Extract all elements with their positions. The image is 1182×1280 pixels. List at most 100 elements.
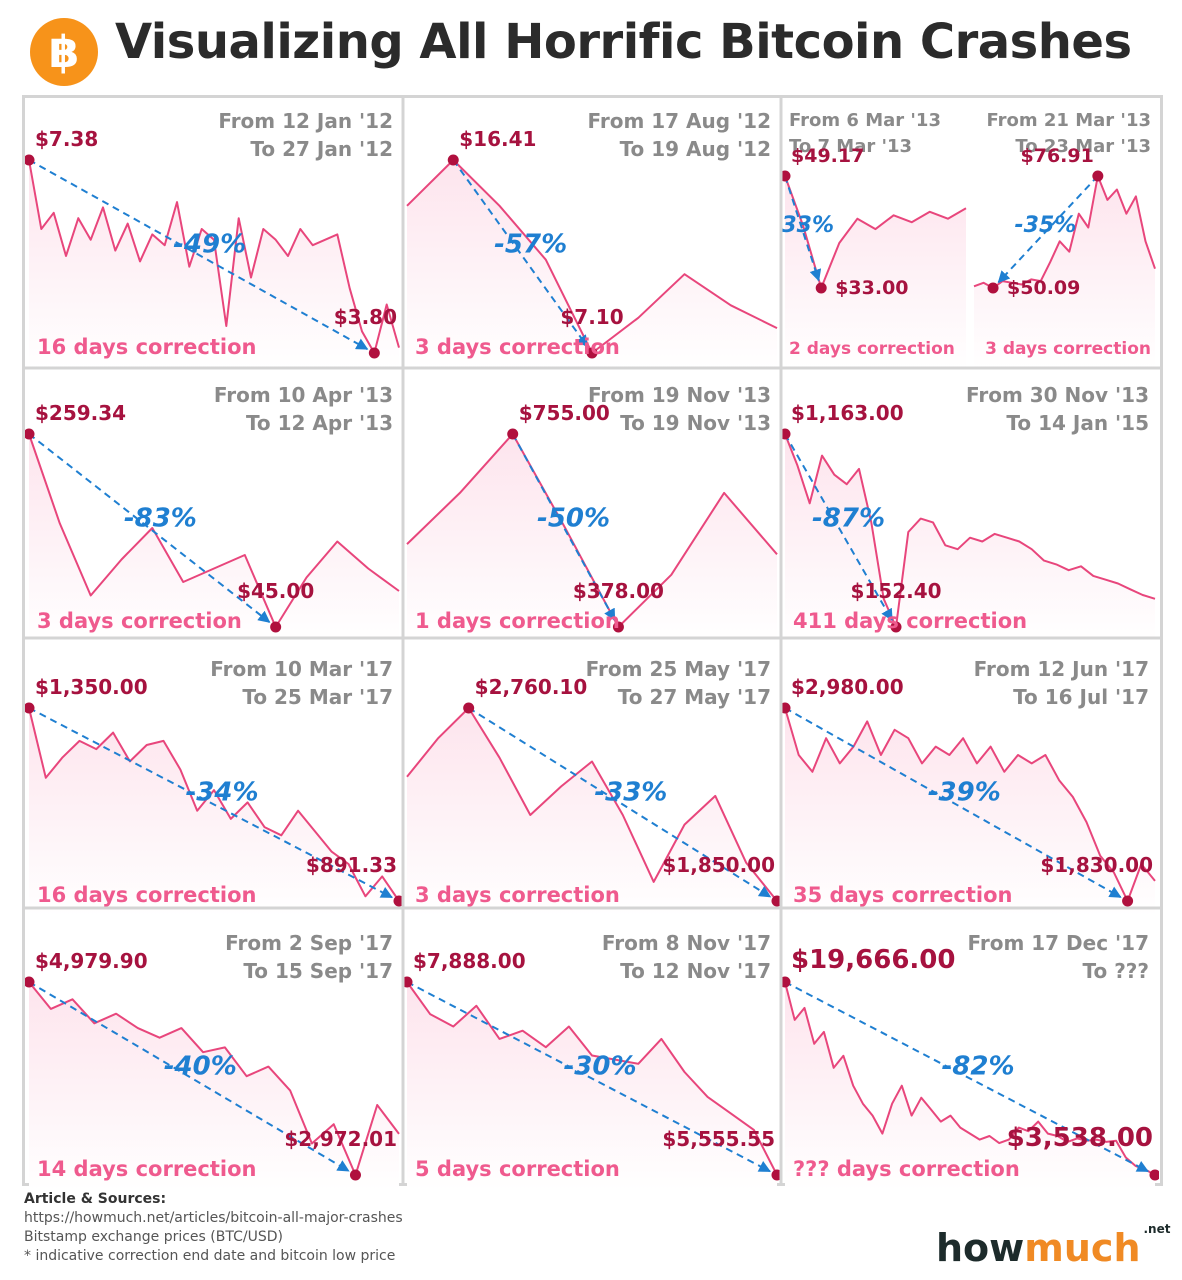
correction-duration: 16 days correction xyxy=(37,883,257,907)
peak-dot xyxy=(23,702,35,714)
howmuch-logo[interactable]: howmuch .net xyxy=(936,1222,1170,1270)
percent-change: -30% xyxy=(563,1052,636,1082)
date-to: To 7 Mar '13 xyxy=(789,136,912,157)
date-from: From 6 Mar '13 xyxy=(789,110,941,131)
low-price: $2,972.01 xyxy=(284,1127,397,1151)
crash-arrow xyxy=(406,981,771,1173)
percent-change: -33% xyxy=(594,778,667,808)
price-area xyxy=(407,708,777,916)
date-to: To ??? xyxy=(1083,959,1150,983)
date-from: From 21 Mar '13 xyxy=(987,110,1152,131)
date-from: From 10 Mar '17 xyxy=(210,657,393,681)
crash-chart-8: From 10 Mar '17 To 25 Mar '17 $1,350.00 $89… xyxy=(23,657,405,916)
peak-dot xyxy=(23,976,35,988)
crash-chart-10: From 12 Jun '17 To 16 Jul '17 $2,980.00 $1,… xyxy=(779,657,1156,916)
price-line xyxy=(784,433,1156,628)
price-line xyxy=(406,433,778,628)
correction-duration: 3 days correction xyxy=(37,609,242,633)
price-area xyxy=(974,176,1155,368)
peak-price: $49.17 xyxy=(791,145,864,167)
low-dot xyxy=(1149,1169,1161,1181)
date-to: To 14 Jan '15 xyxy=(1006,411,1149,435)
date-to: To 16 Jul '17 xyxy=(1013,685,1149,709)
peak-dot xyxy=(463,702,475,714)
peak-dot xyxy=(1092,170,1104,182)
crash-arrow xyxy=(452,159,589,348)
peak-price: $7,888.00 xyxy=(413,949,526,973)
peak-price: $19,666.00 xyxy=(791,945,955,975)
date-from: From 12 Jun '17 xyxy=(974,657,1149,681)
low-price: $7.10 xyxy=(560,305,623,329)
price-line xyxy=(406,981,778,1176)
peak-price: $2,980.00 xyxy=(791,675,904,699)
crash-arrow xyxy=(784,981,1149,1173)
date-to: To 27 Jan '12 xyxy=(250,137,393,161)
crash-chart-5: From 10 Apr '13 To 12 Apr '13 $259.34 $45.0… xyxy=(23,383,400,642)
correction-duration: 3 days correction xyxy=(985,339,1151,359)
crash-chart-4: From 21 Mar '13 To 23 Mar '13$76.91 $50.09… xyxy=(973,110,1156,368)
percent-change: -83% xyxy=(124,504,197,534)
low-price: $45.00 xyxy=(237,579,314,603)
crash-arrow xyxy=(997,175,1099,284)
date-from: From 19 Nov '13 xyxy=(588,383,771,407)
crash-chart-6: From 19 Nov '13 To 19 Nov '13 $755.00 $378.… xyxy=(406,383,778,642)
peak-price: $755.00 xyxy=(519,401,610,425)
date-to: To 27 May '17 xyxy=(618,685,771,709)
grid-lines xyxy=(25,98,1160,1183)
price-line xyxy=(784,981,1156,1176)
low-price: $33.00 xyxy=(835,277,908,299)
percent-change: -35% xyxy=(1015,213,1077,238)
price-line xyxy=(28,707,400,902)
source-note: * indicative correction end date and bit… xyxy=(24,1248,396,1264)
brand-part1: how xyxy=(936,1226,1025,1270)
price-area xyxy=(785,176,966,368)
correction-duration: 5 days correction xyxy=(415,1157,620,1181)
header: ฿ Visualizing All Horrific Bitcoin Crash… xyxy=(0,0,1182,95)
peak-price: $16.41 xyxy=(459,127,536,151)
low-price: $891.33 xyxy=(306,853,397,877)
brand-suffix: .net xyxy=(1143,1222,1171,1237)
date-from: From 2 Sep '17 xyxy=(225,931,393,955)
sources: Article & Sources: https://howmuch.net/a… xyxy=(24,1190,403,1266)
low-dot xyxy=(987,282,999,294)
correction-duration: 16 days correction xyxy=(37,335,257,359)
percent-change: -34% xyxy=(185,778,258,808)
low-price: $50.09 xyxy=(1007,277,1080,299)
peak-price: $1,350.00 xyxy=(35,675,148,699)
percent-change: -50% xyxy=(537,504,610,534)
crash-chart-11: From 2 Sep '17 To 15 Sep '17 $4,979.90 $2,9… xyxy=(23,931,400,1190)
correction-duration: 2 days correction xyxy=(789,339,955,359)
correction-duration: 3 days correction xyxy=(415,335,620,359)
source-url[interactable]: https://howmuch.net/articles/bitcoin-all… xyxy=(24,1210,403,1226)
crash-chart-2: From 17 Aug '12 To 19 Aug '12 $16.41 $7.10 -… xyxy=(406,109,778,368)
price-area xyxy=(29,708,399,916)
percent-change: -87% xyxy=(812,504,885,534)
price-line xyxy=(28,159,400,354)
low-dot xyxy=(586,347,598,359)
low-price: $3,538.00 xyxy=(1007,1123,1153,1153)
page-title: Visualizing All Horrific Bitcoin Crashes xyxy=(115,14,1132,70)
date-to: To 23 Mar '13 xyxy=(1015,136,1151,157)
low-dot xyxy=(1122,895,1134,907)
crash-chart-7: From 30 Nov '13 To 14 Jan '15 $1,163.00 $15… xyxy=(779,383,1156,642)
low-dot xyxy=(815,282,827,294)
percent-change: -57% xyxy=(494,230,567,260)
low-dot xyxy=(890,621,902,633)
price-line xyxy=(28,433,400,628)
correction-duration: 411 days correction xyxy=(793,609,1027,633)
low-price: $1,850.00 xyxy=(662,853,775,877)
correction-duration: 14 days correction xyxy=(37,1157,257,1181)
price-area xyxy=(407,982,777,1190)
peak-price: $76.91 xyxy=(1021,145,1094,167)
peak-price: $7.38 xyxy=(35,127,98,151)
brand-part2: much xyxy=(1024,1226,1141,1270)
date-from: From 10 Apr '13 xyxy=(214,383,393,407)
percent-change: -33% xyxy=(781,213,834,238)
date-from: From 25 May '17 xyxy=(586,657,771,681)
crash-arrow xyxy=(28,707,393,899)
date-from: From 12 Jan '12 xyxy=(218,109,393,133)
price-area xyxy=(29,434,399,642)
crash-chart-12: From 8 Nov '17 To 12 Nov '17 $7,888.00 $5,5… xyxy=(401,931,783,1190)
date-from: From 17 Aug '12 xyxy=(587,109,771,133)
correction-duration: 3 days correction xyxy=(415,883,620,907)
